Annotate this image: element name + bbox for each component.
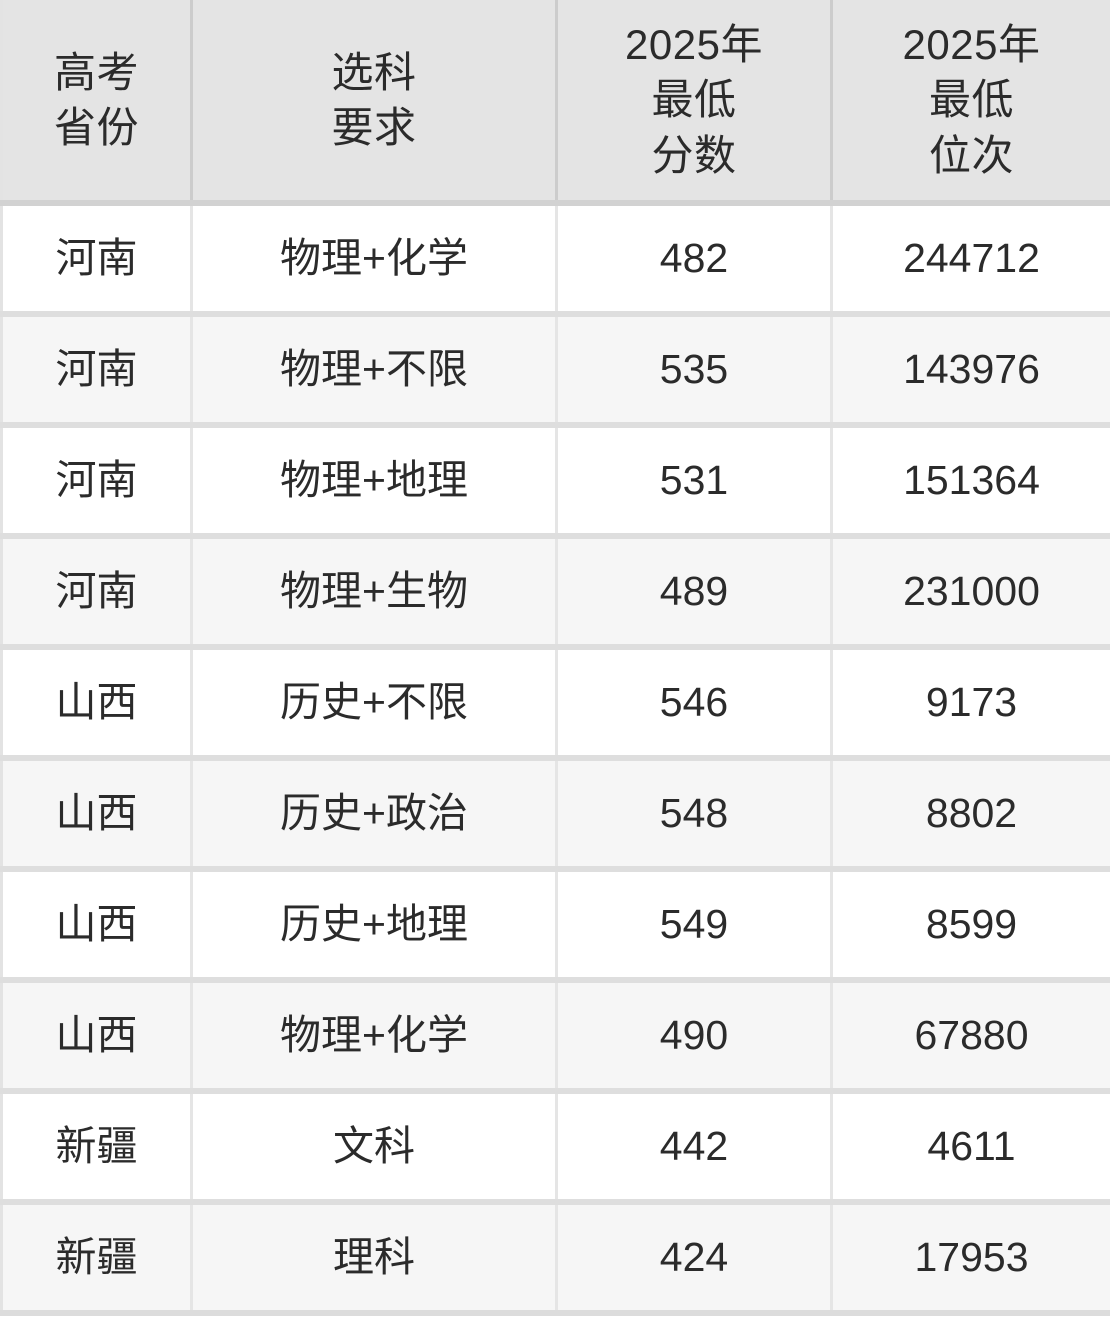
table-header-row: 高考 省份 选科 要求 2025年 最低 分数 2025年 最低 位次 (0, 0, 1110, 206)
cell-province: 新疆 (0, 1091, 193, 1205)
table-row: 山西 历史+政治 548 8802 (0, 758, 1110, 872)
cell-min-score: 549 (556, 869, 833, 983)
table-row: 河南 物理+化学 482 244712 (0, 203, 1110, 317)
cell-min-rank: 151364 (831, 425, 1110, 539)
cell-min-score: 489 (556, 536, 833, 650)
cell-subject: 理科 (191, 1202, 558, 1316)
table-row: 河南 物理+地理 531 151364 (0, 425, 1110, 539)
cell-min-score: 548 (556, 758, 833, 872)
cell-province: 山西 (0, 980, 193, 1094)
cell-min-score: 490 (556, 980, 833, 1094)
table-body: 河南 物理+化学 482 244712 河南 物理+不限 535 143976 … (0, 203, 1110, 1316)
cell-province: 河南 (0, 536, 193, 650)
cell-min-score: 546 (556, 647, 833, 761)
cell-province: 河南 (0, 425, 193, 539)
cell-subject: 历史+政治 (191, 758, 558, 872)
column-header-min-score: 2025年 最低 分数 (556, 0, 833, 206)
cell-province: 新疆 (0, 1202, 193, 1316)
column-header-min-rank-line-2: 最低 (928, 76, 1014, 124)
cell-province: 山西 (0, 869, 193, 983)
table-row: 山西 历史+地理 549 8599 (0, 869, 1110, 983)
column-header-min-rank-line-3: 位次 (928, 131, 1014, 179)
table-header: 高考 省份 选科 要求 2025年 最低 分数 2025年 最低 位次 (0, 0, 1110, 206)
table-row: 河南 物理+不限 535 143976 (0, 314, 1110, 428)
cell-min-score: 531 (556, 425, 833, 539)
table-row: 新疆 文科 442 4611 (0, 1091, 1110, 1205)
cell-province: 河南 (0, 314, 193, 428)
column-header-min-score-line-2: 最低 (651, 76, 737, 124)
column-header-province-line-2: 省份 (53, 104, 139, 151)
column-header-subject-requirement-line-1: 选科 (331, 48, 417, 96)
cell-min-rank: 244712 (831, 203, 1110, 317)
cell-min-rank: 143976 (831, 314, 1110, 428)
table-row: 山西 历史+不限 546 9173 (0, 647, 1110, 761)
column-header-subject-requirement: 选科 要求 (191, 0, 558, 206)
column-header-min-score-line-1: 2025年 (625, 20, 763, 68)
cell-subject: 历史+地理 (191, 869, 558, 983)
column-header-min-rank-line-1: 2025年 (902, 20, 1041, 68)
table-row: 新疆 理科 424 17953 (0, 1202, 1110, 1316)
column-header-min-rank: 2025年 最低 位次 (831, 0, 1110, 206)
cell-province: 河南 (0, 203, 193, 317)
cell-subject: 物理+生物 (191, 536, 558, 650)
table-row: 山西 物理+化学 490 67880 (0, 980, 1110, 1094)
cell-subject: 历史+不限 (191, 647, 558, 761)
column-header-min-score-line-3: 分数 (651, 131, 737, 179)
cell-min-score: 482 (556, 203, 833, 317)
cell-min-rank: 8802 (831, 758, 1110, 872)
cell-province: 山西 (0, 758, 193, 872)
cell-province: 山西 (0, 647, 193, 761)
cell-min-rank: 67880 (831, 980, 1110, 1094)
column-header-province-line-1: 高考 (53, 48, 139, 96)
cell-min-rank: 231000 (831, 536, 1110, 650)
cell-min-rank: 17953 (831, 1202, 1110, 1316)
column-header-province: 高考 省份 (0, 0, 193, 206)
cell-subject: 物理+化学 (191, 980, 558, 1094)
cell-subject: 物理+化学 (191, 203, 558, 317)
cell-min-rank: 4611 (831, 1091, 1110, 1205)
cell-min-score: 442 (556, 1091, 833, 1205)
cell-min-rank: 8599 (831, 869, 1110, 983)
cell-subject: 物理+地理 (191, 425, 558, 539)
cell-min-rank: 9173 (831, 647, 1110, 761)
cell-min-score: 424 (556, 1202, 833, 1316)
table-row: 河南 物理+生物 489 231000 (0, 536, 1110, 650)
column-header-subject-requirement-line-2: 要求 (331, 104, 417, 151)
cell-min-score: 535 (556, 314, 833, 428)
cell-subject: 物理+不限 (191, 314, 558, 428)
cell-subject: 文科 (191, 1091, 558, 1205)
